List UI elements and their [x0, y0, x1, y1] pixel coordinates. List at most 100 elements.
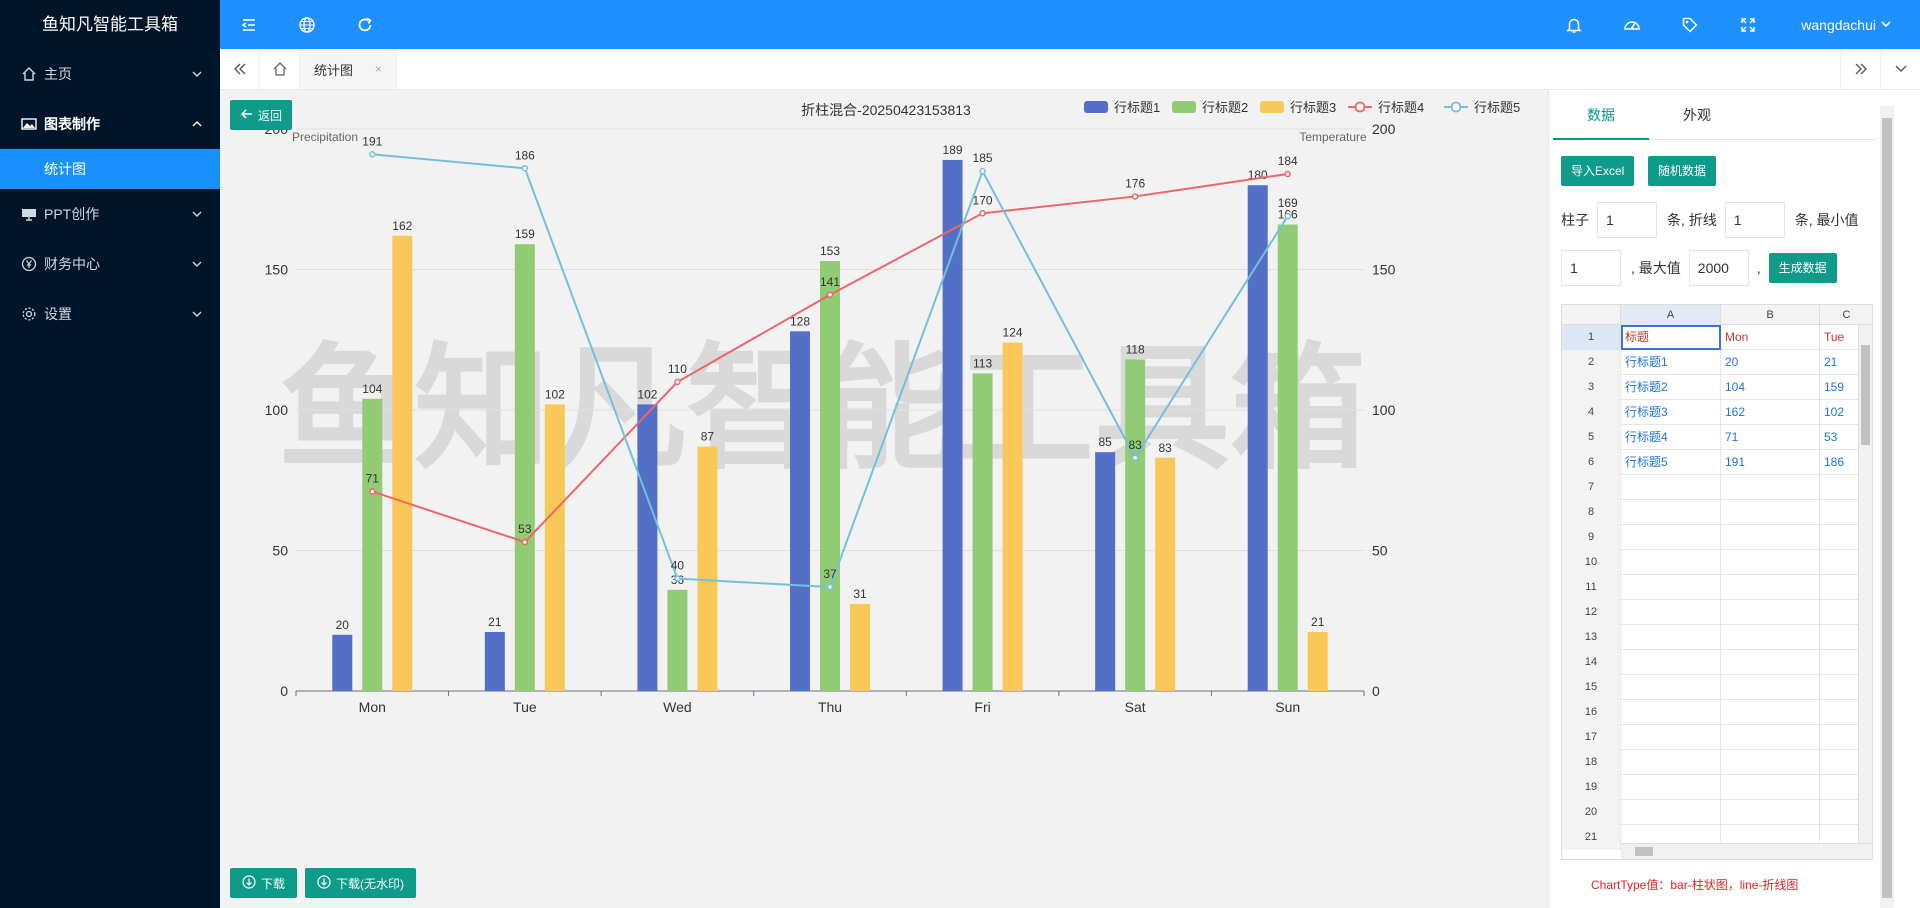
menu-fold-icon[interactable] [220, 0, 278, 49]
sheet-cell[interactable] [1621, 600, 1721, 625]
sheet-cell[interactable]: 159 [1820, 375, 1872, 400]
import-excel-button[interactable]: 导入Excel [1561, 156, 1635, 186]
sheet-cell[interactable] [1721, 525, 1820, 550]
sheet-cell[interactable]: 20 [1721, 350, 1820, 375]
sheet-cell[interactable]: 191 [1721, 450, 1820, 475]
sheet-cell[interactable]: 186 [1820, 450, 1872, 475]
line-count-input[interactable] [1724, 202, 1785, 238]
sheet-cell[interactable]: Tue [1820, 325, 1872, 350]
sheet-row-number[interactable]: 10 [1562, 550, 1621, 575]
sheet-cell[interactable] [1721, 475, 1820, 500]
dashboard-icon[interactable] [1603, 0, 1661, 49]
fullscreen-icon[interactable] [1719, 0, 1777, 49]
user-menu[interactable]: wangdachui [1777, 17, 1920, 33]
tab-appearance[interactable]: 外观 [1683, 107, 1711, 123]
bar-count-input[interactable] [1597, 202, 1657, 238]
sheet-cell[interactable] [1721, 550, 1820, 575]
sheet-row-number[interactable]: 18 [1562, 750, 1621, 775]
sheet-cell[interactable]: 104 [1721, 375, 1820, 400]
sheet-cell[interactable] [1621, 750, 1721, 775]
sheet-row-number[interactable]: 9 [1562, 525, 1621, 550]
sheet-cell[interactable] [1721, 500, 1820, 525]
sheet-cell[interactable] [1721, 775, 1820, 800]
refresh-icon[interactable] [336, 0, 394, 49]
sheet-cell[interactable] [1721, 700, 1820, 725]
sheet-cell[interactable] [1621, 625, 1721, 650]
sheet-cell[interactable] [1621, 475, 1721, 500]
max-value-input[interactable] [1688, 250, 1749, 286]
sheet-row-number[interactable]: 12 [1562, 600, 1621, 625]
sheet-row-number[interactable]: 16 [1562, 700, 1621, 725]
sheet-cell[interactable] [1621, 500, 1721, 525]
close-icon[interactable]: × [375, 62, 383, 76]
sheet-row-number[interactable]: 11 [1562, 575, 1621, 600]
sheet-cell[interactable]: 102 [1820, 400, 1872, 425]
sheet-cell[interactable]: Mon [1721, 325, 1820, 350]
sheet-cell[interactable] [1621, 800, 1721, 825]
download-no-watermark-button[interactable]: 下载(无水印) [305, 868, 416, 898]
sheet-vertical-scrollbar[interactable] [1858, 325, 1872, 843]
sheet-col-header[interactable]: B [1721, 305, 1820, 325]
sheet-cell[interactable] [1721, 825, 1820, 850]
sheet-cell[interactable] [1721, 800, 1820, 825]
sheet-row-number[interactable]: 8 [1562, 500, 1621, 525]
min-value-input[interactable] [1561, 250, 1621, 286]
sheet-cell[interactable]: 53 [1820, 425, 1872, 450]
sheet-cell[interactable] [1621, 825, 1721, 850]
sheet-row-number[interactable]: 19 [1562, 775, 1621, 800]
globe-icon[interactable] [278, 0, 336, 49]
sheet-row-number[interactable]: 17 [1562, 725, 1621, 750]
bell-icon[interactable] [1545, 0, 1603, 49]
back-button[interactable]: 返回 [230, 100, 293, 130]
random-data-button[interactable]: 随机数据 [1648, 156, 1717, 186]
generate-data-button[interactable]: 生成数据 [1768, 253, 1837, 283]
sheet-col-header[interactable]: C [1820, 305, 1872, 325]
sheet-cell[interactable]: 行标题5 [1621, 450, 1721, 475]
tab-data[interactable]: 数据 [1553, 90, 1649, 140]
sheet-row-number[interactable]: 5 [1562, 425, 1621, 450]
tabs-scroll-left-icon[interactable] [220, 49, 260, 89]
sheet-row-number[interactable]: 3 [1562, 375, 1621, 400]
sheet-cell[interactable] [1721, 750, 1820, 775]
page-vertical-scrollbar[interactable] [1880, 106, 1894, 908]
sheet-col-header[interactable]: A [1621, 305, 1721, 325]
sheet-cell[interactable] [1621, 675, 1721, 700]
sheet-row-number[interactable]: 14 [1562, 650, 1621, 675]
sheet-row-number[interactable]: 15 [1562, 675, 1621, 700]
home-tab-icon[interactable] [260, 49, 300, 89]
sheet-cell[interactable] [1621, 650, 1721, 675]
sheet-cell[interactable]: 标题 [1621, 325, 1721, 350]
sheet-cell[interactable]: 162 [1721, 400, 1820, 425]
sheet-row-number[interactable]: 13 [1562, 625, 1621, 650]
sheet-row-number[interactable]: 1 [1562, 325, 1621, 350]
sheet-cell[interactable]: 行标题2 [1621, 375, 1721, 400]
menu-item-home[interactable]: 主页 [0, 49, 220, 99]
scrollbar-thumb[interactable] [1882, 118, 1892, 898]
sheet-cell[interactable] [1721, 575, 1820, 600]
sheet-row-number[interactable]: 6 [1562, 450, 1621, 475]
download-button[interactable]: 下载 [230, 868, 298, 898]
sheet-cell[interactable] [1621, 775, 1721, 800]
sheet-cell[interactable]: 行标题4 [1621, 425, 1721, 450]
sheet-cell[interactable]: 71 [1721, 425, 1820, 450]
sheet-cell[interactable]: 21 [1820, 350, 1872, 375]
scrollbar-thumb[interactable] [1861, 345, 1870, 445]
menu-item-finance[interactable]: 财务中心 [0, 239, 220, 289]
sheet-cell[interactable] [1621, 550, 1721, 575]
sheet-horizontal-scrollbar[interactable] [1621, 843, 1872, 859]
sheet-cell[interactable] [1621, 525, 1721, 550]
sheet-cell[interactable] [1621, 700, 1721, 725]
tabs-dropdown-icon[interactable] [1880, 49, 1920, 89]
tabs-scroll-right-icon[interactable] [1840, 49, 1880, 89]
sheet-cell[interactable]: 行标题1 [1621, 350, 1721, 375]
sheet-cell[interactable] [1621, 575, 1721, 600]
sheet-cell[interactable] [1721, 650, 1820, 675]
tag-icon[interactable] [1661, 0, 1719, 49]
sheet-row-number[interactable]: 7 [1562, 475, 1621, 500]
sheet-cell[interactable] [1621, 725, 1721, 750]
sheet-cell[interactable] [1721, 725, 1820, 750]
sheet-cell[interactable] [1721, 625, 1820, 650]
sheet-row-number[interactable]: 2 [1562, 350, 1621, 375]
sheet-cell[interactable] [1721, 675, 1820, 700]
sheet-row-number[interactable]: 4 [1562, 400, 1621, 425]
